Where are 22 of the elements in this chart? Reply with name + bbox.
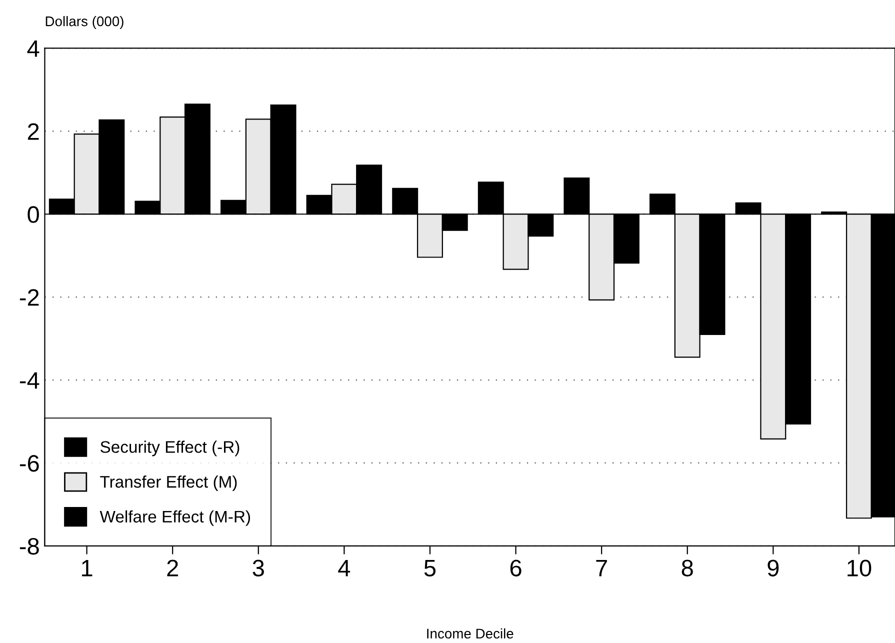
x-tick-label: 2 bbox=[167, 560, 178, 576]
y-tick-label: 0 bbox=[28, 206, 39, 223]
x-tick-label: 1 bbox=[82, 560, 92, 576]
x-tick-label: 3 bbox=[252, 560, 264, 576]
y-tick-label: -4 bbox=[20, 372, 40, 389]
legend-label: Transfer Effect (M) bbox=[100, 475, 237, 492]
y-tick-label: 4 bbox=[27, 40, 40, 57]
x-tick-label: 8 bbox=[682, 560, 693, 576]
legend-label: Welfare Effect (M-R) bbox=[100, 510, 250, 526]
y-axis-title: Dollars (000) bbox=[46, 16, 124, 29]
x-tick-label: 9 bbox=[768, 560, 779, 576]
x-tick-label: 4 bbox=[338, 560, 350, 576]
y-tick-label: -6 bbox=[20, 455, 39, 472]
y-tick-label: -8 bbox=[20, 538, 39, 555]
y-tick-label: 2 bbox=[28, 123, 39, 140]
y-tick-label: -2 bbox=[20, 289, 39, 306]
x-axis-title: Income Decile bbox=[427, 628, 514, 639]
x-tick-label: 6 bbox=[510, 560, 522, 576]
legend-label: Security Effect (-R) bbox=[100, 440, 240, 456]
x-tick-label: 5 bbox=[424, 560, 436, 576]
x-tick-label: 10 bbox=[848, 560, 872, 576]
x-tick-label: 7 bbox=[596, 560, 607, 576]
